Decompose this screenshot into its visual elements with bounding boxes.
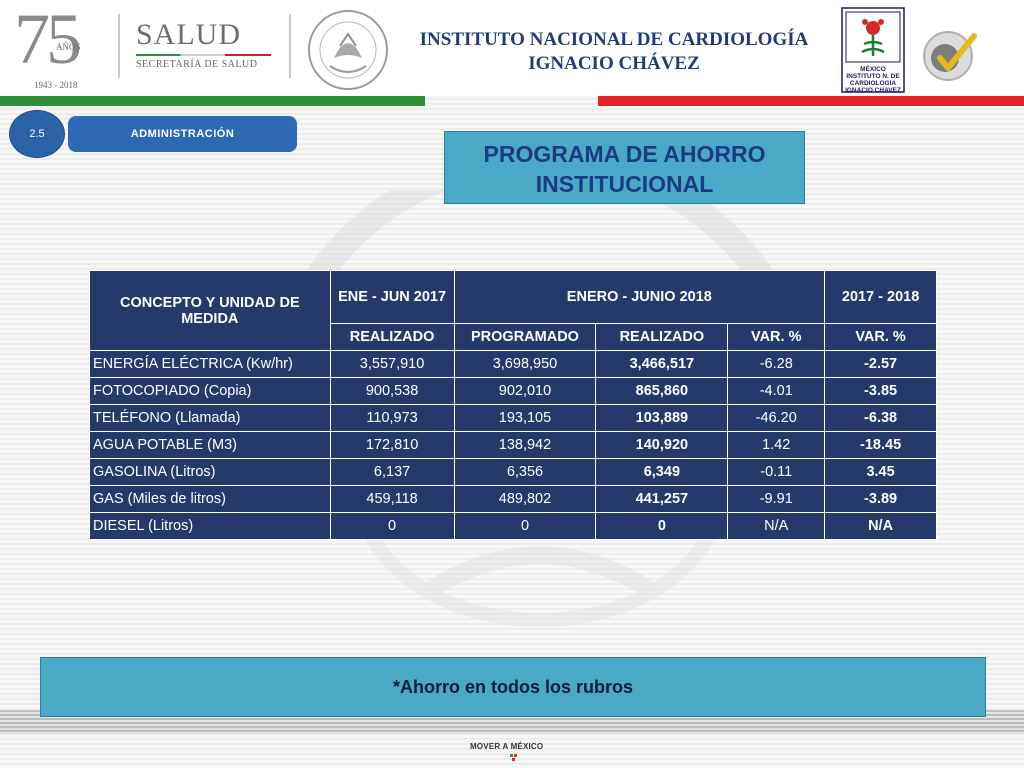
var-cell: -6.28 [727,350,826,378]
institute-title: INSTITUTO NACIONAL DE CARDIOLOGÍA IGNACI… [388,28,840,76]
realizado-2018-cell: 6,349 [595,458,729,486]
table-row: AGUA POTABLE (M3) 172,810 138,942 140,92… [89,431,937,459]
certification-seal-icon [923,31,977,81]
table-header-row: CONCEPTO Y UNIDAD DE MEDIDA ENE - JUN 20… [89,270,937,351]
realizado-2017-cell: 110,973 [329,404,455,432]
var-compare-cell: -3.85 [824,377,937,405]
salud-logo: SALUD SECRETARÍA DE SALUD [136,18,271,70]
realizado-2017-cell: 459,118 [329,485,455,513]
table-row: ENERGÍA ELÉCTRICA (Kw/hr) 3,557,910 3,69… [89,350,937,378]
concept-cell: GASOLINA (Litros) [89,458,331,486]
red-stripe [598,96,1024,106]
table-row: TELÉFONO (Llamada) 110,973 193,105 103,8… [89,404,937,432]
var-cell: -0.11 [727,458,826,486]
program-title-line2: INSTITUCIONAL [535,171,714,197]
salud-tricolor-bar [136,54,271,56]
header-period-2018: ENERO - JUNIO 2018 [453,270,826,324]
header-realizado-2017: REALIZADO [329,323,455,351]
cardiology-institute-logo: MÉXICO INSTITUTO N. DE CARDIOLOGIA IGNAC… [838,6,908,94]
var-cell: -4.01 [727,377,826,405]
program-title-box: PROGRAMA DE AHORRO INSTITUCIONAL [444,131,805,204]
mover-a-mexico-text: MOVER A MÉXICO [470,742,544,751]
salud-subtitle: SECRETARÍA DE SALUD [136,59,258,70]
concept-cell: GAS (Miles de litros) [89,485,331,513]
header-realizado-2018: REALIZADO [595,323,729,351]
header-programado: PROGRAMADO [453,323,597,351]
header-period-compare: 2017 - 2018 [824,270,937,324]
section-number-badge: 2.5 [9,110,65,158]
institute-title-line2: IGNACIO CHÁVEZ [528,53,700,74]
realizado-2017-cell: 0 [329,512,455,540]
concept-cell: ENERGÍA ELÉCTRICA (Kw/hr) [89,350,331,378]
green-stripe [0,96,425,106]
programado-cell: 6,356 [453,458,597,486]
programado-cell: 0 [453,512,597,540]
programado-cell: 3,698,950 [453,350,597,378]
cardiology-crest-icon [841,7,905,93]
programado-cell: 138,942 [453,431,597,459]
var-cell: 1.42 [727,431,826,459]
realizado-2018-cell: 0 [595,512,729,540]
table-row: FOTOCOPIADO (Copia) 900,538 902,010 865,… [89,377,937,405]
programado-cell: 489,802 [453,485,597,513]
realizado-2017-cell: 900,538 [329,377,455,405]
realizado-2018-cell: 441,257 [595,485,729,513]
realizado-2018-cell: 103,889 [595,404,729,432]
concept-cell: FOTOCOPIADO (Copia) [89,377,331,405]
header-concept: CONCEPTO Y UNIDAD DE MEDIDA [89,270,331,351]
anniversary-years: 1943 - 2018 [34,80,78,90]
var-cell: N/A [727,512,826,540]
table-row: GAS (Miles de litros) 459,118 489,802 44… [89,485,937,513]
programado-cell: 193,105 [453,404,597,432]
header-period-2017: ENE - JUN 2017 [329,270,455,324]
savings-table: CONCEPTO Y UNIDAD DE MEDIDA ENE - JUN 20… [89,270,937,540]
realizado-2017-cell: 6,137 [329,458,455,486]
realizado-2018-cell: 865,860 [595,377,729,405]
table-subheader-row: REALIZADO PROGRAMADO REALIZADO VAR. % VA… [90,323,937,351]
programado-cell: 902,010 [453,377,597,405]
realizado-2018-cell: 140,920 [595,431,729,459]
header-var-pct-compare: VAR. % [824,323,937,351]
realizado-2017-cell: 172,810 [329,431,455,459]
realizado-2017-cell: 3,557,910 [329,350,455,378]
header-var-pct: VAR. % [727,323,826,351]
var-compare-cell: -3.89 [824,485,937,513]
concept-cell: AGUA POTABLE (M3) [89,431,331,459]
var-compare-cell: 3.45 [824,458,937,486]
mover-a-mexico-mark-icon [510,754,517,761]
section-label: ADMINISTRACIÓN [68,116,297,152]
var-cell: -46.20 [727,404,826,432]
var-cell: -9.91 [727,485,826,513]
header-divider [118,14,120,78]
concept-cell: DIESEL (Litros) [89,512,331,540]
var-compare-cell: -6.38 [824,404,937,432]
var-compare-cell: N/A [824,512,937,540]
table-row: DIESEL (Litros) 0 0 0 N/A N/A [89,512,937,540]
var-compare-cell: -18.45 [824,431,937,459]
institute-title-line1: INSTITUTO NACIONAL DE CARDIOLOGÍA [419,29,809,50]
anniversary-75-logo: 75 AÑOS 1943 - 2018 [14,0,114,92]
mover-a-mexico-logo: MOVER A MÉXICO [470,738,554,764]
national-seal-icon [308,10,388,90]
anniversary-number: 75 [14,0,82,79]
header-divider [289,14,291,78]
program-title-line1: PROGRAMA DE AHORRO [483,141,766,167]
anniversary-word: AÑOS [56,42,81,52]
var-compare-cell: -2.57 [824,350,937,378]
concept-cell: TELÉFONO (Llamada) [89,404,331,432]
realizado-2018-cell: 3,466,517 [595,350,729,378]
cardiology-logo-text: MÉXICO INSTITUTO N. DE CARDIOLOGIA IGNAC… [845,66,901,94]
table-row: GASOLINA (Litros) 6,137 6,356 6,349 -0.1… [89,458,937,486]
savings-note: *Ahorro en todos los rubros [40,657,986,717]
salud-title: SALUD [136,18,242,51]
